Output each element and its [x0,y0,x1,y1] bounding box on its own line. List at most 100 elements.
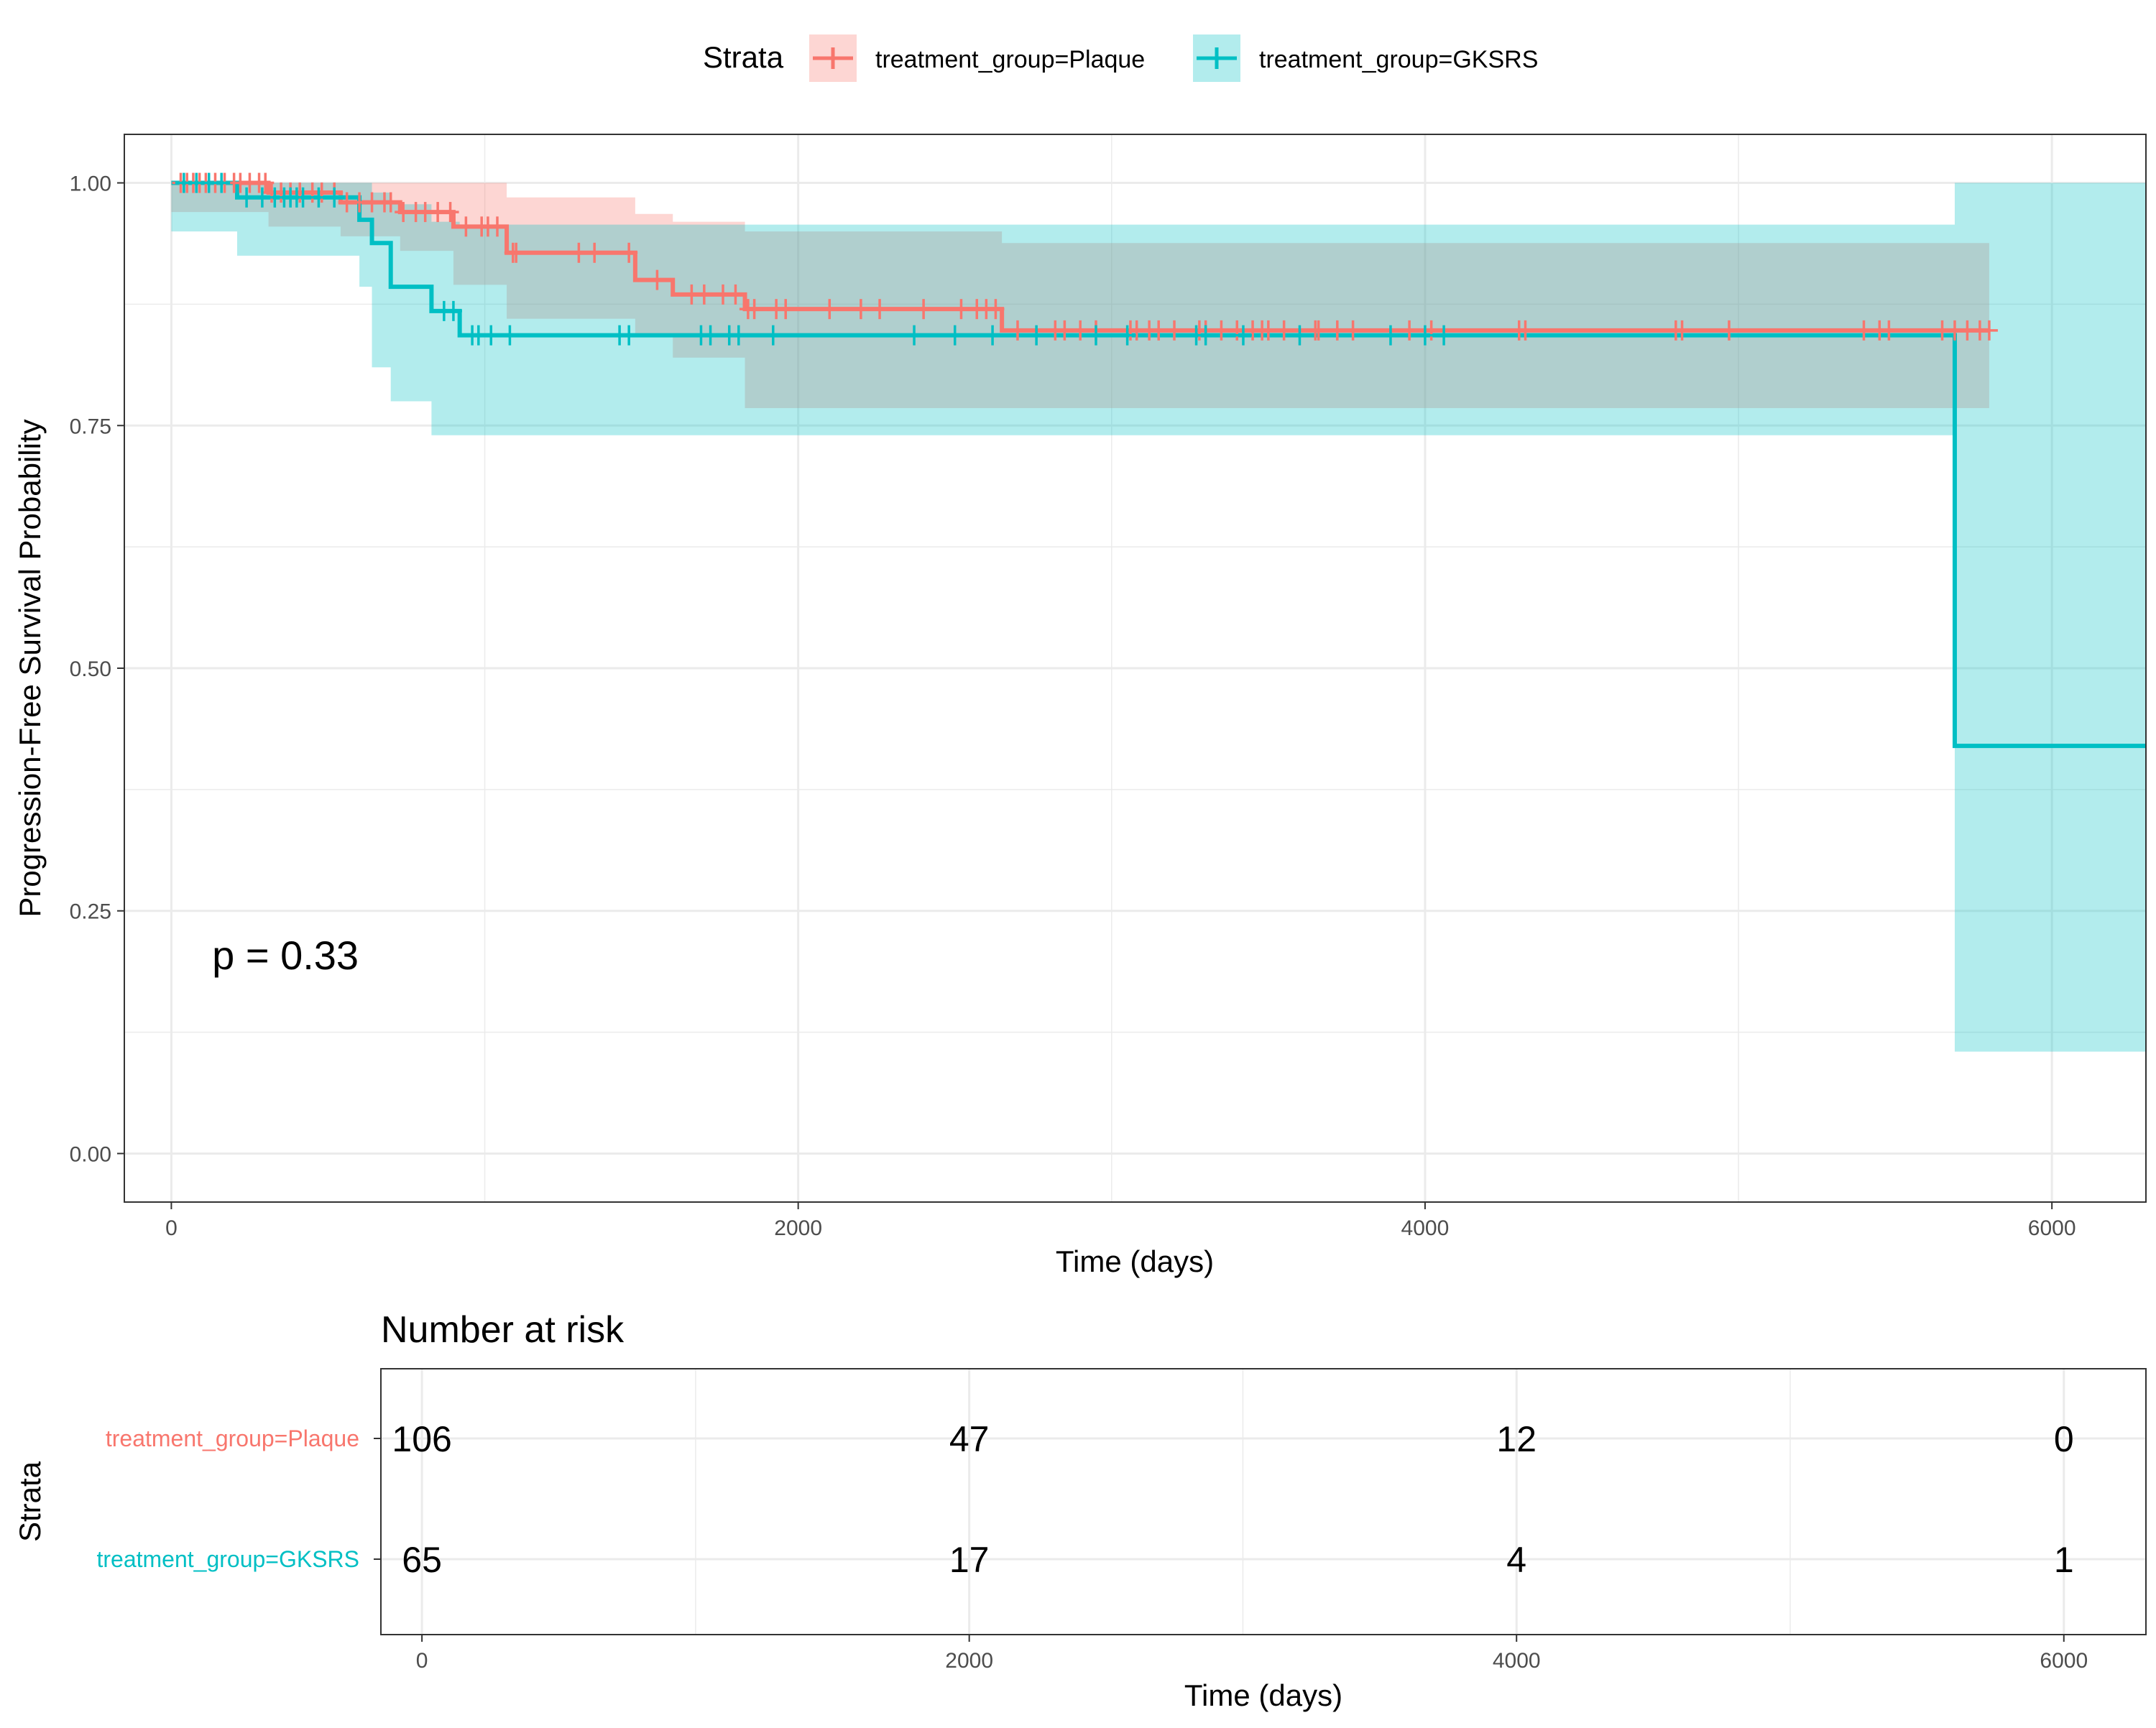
legend-title: Strata [703,40,784,74]
censor-mark-plaque [987,299,1005,320]
censor-mark-plaque [1880,320,1898,341]
km-y-tick-label-3: 0.75 [70,415,111,438]
km-x-axis-label: Time (days) [1056,1244,1214,1278]
risk-table-title: Number at risk [381,1309,625,1351]
censor-mark-gksrs [764,325,782,346]
legend-item-plaque: treatment_group=Plaque [809,34,1145,82]
km-x-tick-label-1: 2000 [774,1216,822,1240]
censor-mark-gksrs [1197,325,1215,346]
censor-mark-gksrs [729,325,747,346]
censor-mark-gksrs [326,187,344,208]
censor-mark-plaque [777,299,795,320]
censor-mark-plaque [1008,320,1026,341]
km-y-tick-label-2: 0.50 [70,657,111,681]
censor-mark-plaque [727,284,745,305]
censor-mark-gksrs [1416,325,1434,346]
censor-mark-plaque [457,216,475,237]
legend-item-gksrs: treatment_group=GKSRS [1193,34,1538,82]
censor-mark-plaque [915,299,933,320]
censor-mark-plaque [1980,320,1998,341]
legend-label-plaque: treatment_group=Plaque [875,46,1145,73]
risk-values: 106 47 12 0 65 17 4 1 [392,1419,2073,1580]
censor-mark-plaque [1150,320,1168,341]
risk-row-label-plaque: treatment_group=Plaque [106,1426,359,1451]
censor-mark-gksrs [501,325,519,346]
censor-mark-gksrs [1234,325,1252,346]
censor-mark-plaque [1401,320,1419,341]
legend-label-gksrs: treatment_group=GKSRS [1259,46,1538,73]
censor-mark-gksrs [984,325,1002,346]
ci-band-plaque [171,182,1989,408]
risk-value-plaque-4000: 12 [1496,1419,1537,1459]
censor-mark-plaque [1072,320,1089,341]
km-y-tick-label-4: 1.00 [70,172,111,196]
risk-y-axis-label: Strata [13,1461,47,1542]
censor-mark-gksrs [946,325,964,346]
risk-value-gksrs-6000: 1 [2054,1540,2074,1580]
censor-mark-gksrs [238,187,256,208]
km-x-tick-label-3: 6000 [2028,1216,2076,1240]
risk-value-plaque-0: 106 [392,1419,451,1459]
risk-x-axis: 0 2000 4000 6000 [416,1635,2088,1673]
km-y-axis-label: Progression-Free Survival Probability [13,419,47,917]
censor-mark-plaque [952,299,970,320]
risk-value-gksrs-2000: 17 [949,1540,990,1580]
censor-mark-gksrs [701,325,719,346]
censor-mark-plaque [1275,320,1293,341]
censor-mark-plaque [488,216,506,237]
risk-x-tick-label-2: 4000 [1493,1649,1541,1673]
censor-mark-gksrs [1118,325,1136,346]
risk-row-label-gksrs: treatment_group=GKSRS [96,1546,359,1572]
censor-mark-gksrs [482,325,500,346]
km-y-tick-label-1: 0.25 [70,900,111,924]
censor-mark-plaque [871,299,889,320]
censor-mark-plaque [1166,320,1184,341]
risk-value-gksrs-4000: 4 [1506,1540,1526,1580]
p-value-annotation: p = 0.33 [212,933,359,978]
censor-mark-plaque [507,242,525,263]
censor-mark-plaque [648,269,666,290]
km-x-tick-label-0: 0 [165,1216,178,1240]
risk-value-plaque-6000: 0 [2054,1419,2074,1459]
censor-mark-gksrs [1087,325,1105,346]
risk-x-axis-label: Time (days) [1184,1678,1342,1712]
risk-table-background [381,1369,2146,1635]
censor-mark-plaque [695,284,713,305]
risk-row-labels: treatment_group=Plaque treatment_group=GK… [96,1426,381,1572]
censor-mark-plaque [821,299,839,320]
km-confidence-bands [171,182,2146,1052]
censor-mark-plaque [1720,320,1738,341]
km-x-tick-label-2: 4000 [1401,1216,1450,1240]
censor-mark-plaque [1212,320,1230,341]
censor-mark-gksrs [906,325,923,346]
km-y-axis: 0.00 0.25 0.50 0.75 1.00 [70,172,124,1166]
censor-mark-plaque [852,299,870,320]
risk-table: Number at risk 106 47 12 0 65 17 4 1 treatment_… [13,1309,2147,1712]
km-censor-marks [172,172,1998,346]
risk-x-tick-label-0: 0 [416,1649,428,1673]
censor-mark-gksrs [294,187,312,208]
censor-mark-plaque [1344,320,1362,341]
legend: Strata treatment_group=Plaque treatment_… [703,34,1538,82]
censor-mark-gksrs [620,325,638,346]
risk-x-tick-label-3: 6000 [2040,1649,2088,1673]
censor-mark-plaque [745,299,763,320]
censor-mark-plaque [1309,320,1327,341]
censor-mark-gksrs [1291,325,1309,346]
censor-mark-plaque [1855,320,1873,341]
km-y-tick-label-0: 0.00 [70,1142,111,1166]
censor-mark-plaque [1259,320,1277,341]
censor-mark-plaque [1328,320,1346,341]
km-grid [124,134,2146,1202]
censor-mark-plaque [441,202,459,223]
risk-grid [381,1369,2146,1635]
censor-mark-plaque [1516,320,1534,341]
survival-curve-plaque [171,180,1989,333]
risk-value-gksrs-0: 65 [402,1540,442,1580]
risk-x-tick-label-1: 2000 [945,1649,993,1673]
risk-panel-border [380,1368,2147,1635]
censor-mark-plaque [382,192,400,213]
censor-mark-gksrs [310,187,328,208]
